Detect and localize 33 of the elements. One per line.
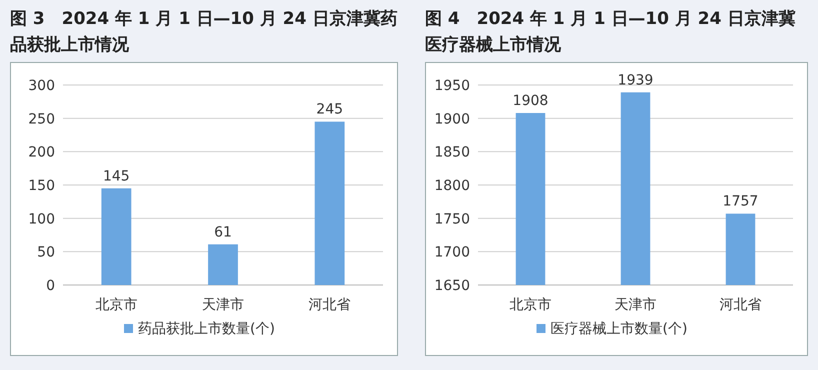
- legend-label: 医疗器械上市数量(个): [550, 321, 688, 337]
- data-label: 245: [316, 102, 344, 118]
- y-tick-label: 200: [28, 144, 55, 161]
- data-label: 1908: [512, 93, 548, 109]
- data-label: 1939: [618, 72, 654, 88]
- y-tick-label: 1700: [434, 244, 470, 261]
- data-label: 145: [102, 168, 130, 184]
- y-tick-label: 1650: [434, 278, 470, 294]
- chart-title: 图 3 2024 年 1 月 1 日—10 月 24 日京津冀药品获批上市情况: [10, 8, 398, 57]
- x-tick-label: 河北省: [308, 297, 351, 313]
- y-tick-label: 1800: [434, 178, 470, 194]
- x-tick-label: 天津市: [614, 297, 656, 313]
- y-tick-label: 150: [28, 178, 55, 194]
- y-tick-label: 1900: [434, 111, 470, 128]
- y-tick-label: 300: [28, 78, 55, 94]
- bar: [314, 122, 345, 285]
- y-tick-label: 250: [28, 111, 55, 128]
- bar: [208, 244, 238, 285]
- x-tick-label: 天津市: [202, 297, 244, 313]
- y-tick-label: 1850: [434, 144, 470, 161]
- y-tick-label: 100: [28, 211, 55, 228]
- data-label: 61: [214, 224, 232, 240]
- bar: [101, 188, 132, 285]
- chart-title: 图 4 2024 年 1 月 1 日—10 月 24 日京津冀医疗器械上市情况: [425, 8, 796, 57]
- legend-label: 药品获批上市数量(个): [138, 321, 275, 337]
- y-tick-label: 1950: [434, 78, 470, 94]
- y-tick-label: 1750: [434, 211, 470, 228]
- data-label: 1757: [722, 194, 758, 210]
- x-tick-label: 河北省: [720, 297, 762, 313]
- x-tick-label: 北京市: [95, 297, 138, 313]
- x-tick-label: 北京市: [510, 297, 552, 313]
- y-tick-label: 50: [37, 244, 55, 261]
- y-tick-label: 0: [46, 278, 55, 294]
